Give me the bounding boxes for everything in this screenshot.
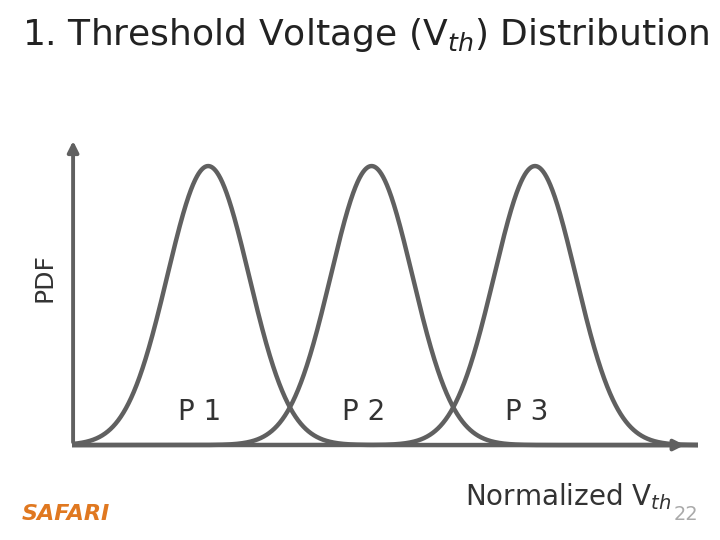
Text: 22: 22	[674, 505, 698, 524]
Text: Normalized V$_{th}$: Normalized V$_{th}$	[464, 481, 671, 512]
Text: P 3: P 3	[505, 397, 549, 426]
Text: 1. Threshold Voltage (V$_{th}$) Distribution: 1. Threshold Voltage (V$_{th}$) Distribu…	[22, 16, 709, 54]
Text: PDF: PDF	[33, 253, 57, 302]
Text: P 1: P 1	[179, 397, 222, 426]
Text: P 2: P 2	[341, 397, 385, 426]
Text: SAFARI: SAFARI	[22, 504, 110, 524]
